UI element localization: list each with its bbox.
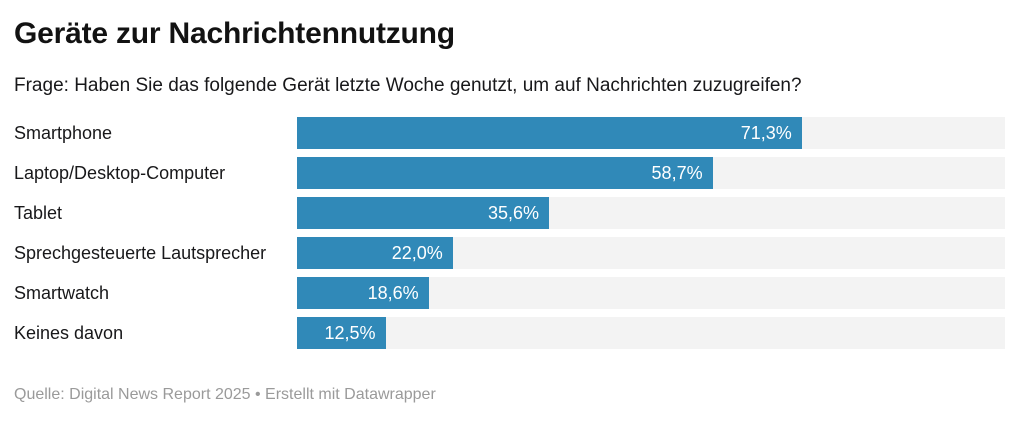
bar-chart: Smartphone 71,3% Laptop/Desktop-Computer… [0,117,1024,349]
category-label: Laptop/Desktop-Computer [14,162,226,183]
bar-track: 18,6% [297,277,1005,309]
value-label: 71,3% [740,122,792,143]
category-label: Tablet [14,202,63,223]
category-label: Keines davon [14,322,124,343]
value-label: 58,7% [651,162,703,183]
bar-laptop-desktop-computer[interactable]: 58,7% [297,157,713,189]
bar-row: Sprechgesteuerte Lautsprecher 22,0% [0,237,1024,269]
chart-title: Geräte zur Nachrichtennutzung [14,17,455,50]
value-label: 18,6% [367,282,419,303]
chart-subtitle: Frage: Haben Sie das folgende Gerät letz… [14,75,802,96]
bar-smartphone[interactable]: 71,3% [297,117,802,149]
bar-row: Laptop/Desktop-Computer 58,7% [0,157,1024,189]
bar-keines-davon[interactable]: 12,5% [297,317,386,349]
category-label: Sprechgesteuerte Lautsprecher [14,242,267,263]
value-label: 22,0% [391,242,443,263]
category-label: Smartphone [14,122,113,143]
category-label: Smartwatch [14,282,110,303]
source-line: Quelle: Digital News Report 2025 • Erste… [14,386,436,403]
bar-tablet[interactable]: 35,6% [297,197,550,229]
bar-track: 35,6% [297,197,1005,229]
bar-track: 58,7% [297,157,1005,189]
bar-smartwatch[interactable]: 18,6% [297,277,429,309]
bar-row: Keines davon 12,5% [0,317,1024,349]
bar-track: 22,0% [297,237,1005,269]
bar-sprechgesteuerte-lautsprecher[interactable]: 22,0% [297,237,453,269]
bar-track: 71,3% [297,117,1005,149]
bar-row: Smartphone 71,3% [0,117,1024,149]
bar-row: Tablet 35,6% [0,197,1024,229]
bar-track: 12,5% [297,317,1005,349]
bar-row: Smartwatch 18,6% [0,277,1024,309]
value-label: 12,5% [324,322,376,343]
value-label: 35,6% [488,202,540,223]
